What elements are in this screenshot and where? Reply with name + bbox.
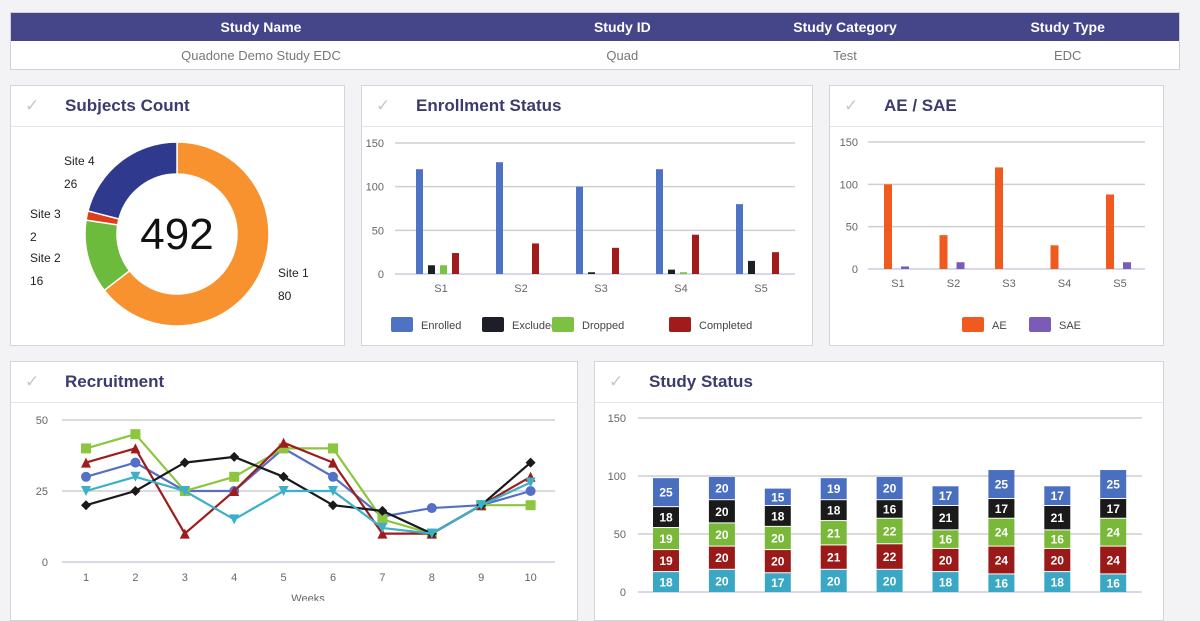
header-study-type: Study Type: [1030, 19, 1105, 35]
check-icon[interactable]: ✓: [609, 372, 624, 391]
recruitment-panel: ✓ Recruitment: [10, 361, 578, 621]
subjects-count-panel: ✓ Subjects Count: [10, 85, 345, 346]
enrollment-status-panel: ✓ Enrollment Status: [361, 85, 813, 346]
panel-title: Subjects Count: [65, 96, 190, 115]
header-study-name: Study Name: [220, 19, 302, 35]
study-info-table: Study Name Study ID Study Category Study…: [10, 12, 1180, 70]
check-icon[interactable]: ✓: [376, 96, 391, 115]
header-study-id: Study ID: [593, 19, 651, 35]
study-id-value: Quad: [606, 47, 639, 63]
study-name-value: Quadone Demo Study EDC: [181, 47, 341, 63]
study-status-panel: ✓ Study Status: [594, 361, 1164, 621]
check-icon[interactable]: ✓: [844, 96, 859, 115]
study-type-value: EDC: [1053, 47, 1082, 63]
header-study-category: Study Category: [793, 19, 897, 35]
check-icon[interactable]: ✓: [25, 96, 40, 115]
panel-title: Enrollment Status: [416, 96, 562, 115]
study-info-data-row: Quadone Demo Study EDC Quad Test EDC: [11, 41, 1179, 69]
panel-title: AE / SAE: [884, 96, 957, 115]
study-category-value: Test: [833, 47, 857, 63]
ae-sae-panel: ✓ AE / SAE: [829, 85, 1164, 346]
panel-title: Recruitment: [65, 372, 165, 391]
panel-title: Study Status: [649, 372, 753, 391]
study-info-header-row: Study Name Study ID Study Category Study…: [11, 13, 1179, 41]
check-icon[interactable]: ✓: [25, 372, 40, 391]
